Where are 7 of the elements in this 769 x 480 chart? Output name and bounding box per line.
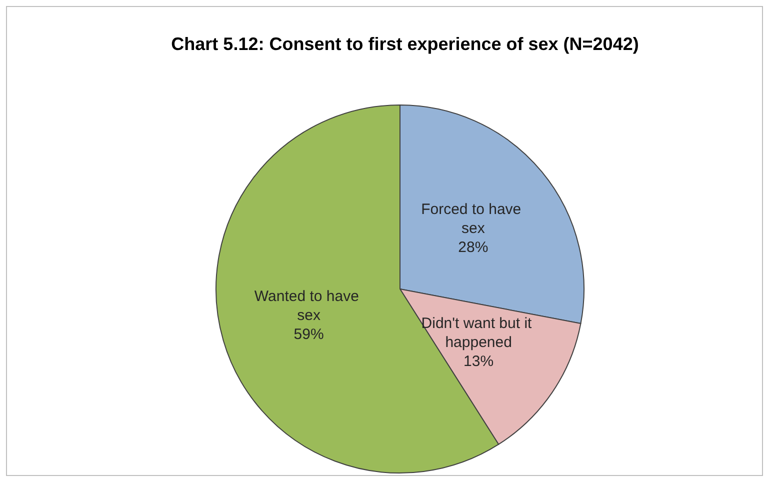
slice-label: Wanted to have sex [254,288,364,324]
data-label: 13% [464,352,494,370]
data-label: 28% [458,238,488,256]
data-label: 59% [294,326,324,344]
slice-label: Didn't want but it happened [421,314,536,351]
chart-title: Chart 5.12: Consent to first experience of sex (N=2042) [171,34,639,54]
slice-label: Forced to have sex [421,200,526,237]
